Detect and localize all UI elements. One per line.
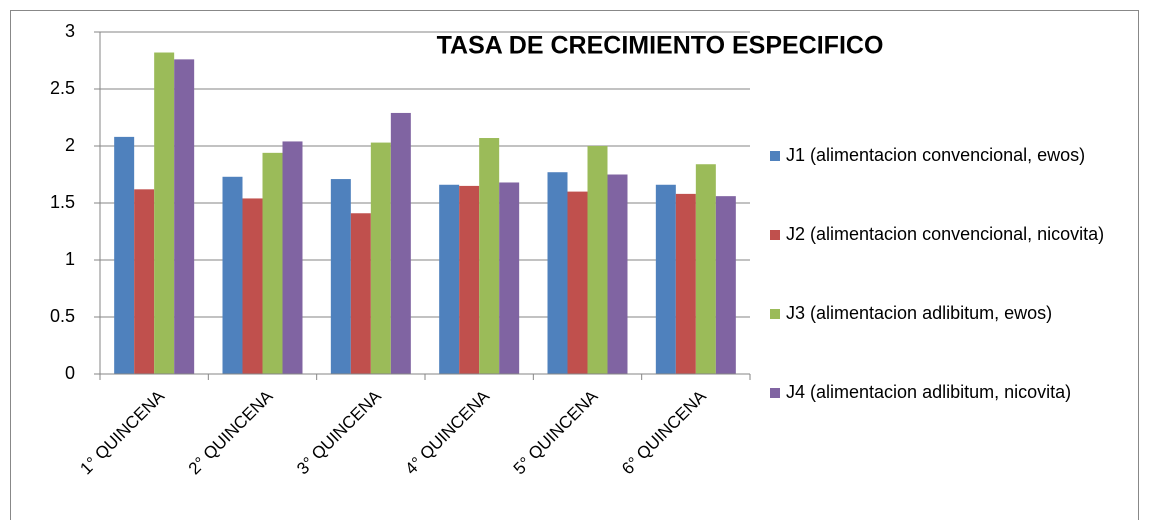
legend-label: J2 (alimentacion convencional, nicovita)	[786, 224, 1105, 244]
bar	[479, 138, 500, 374]
legend-label: J4 (alimentacion adlibitum, nicovita)	[786, 382, 1072, 402]
y-tick-label: 3	[65, 21, 75, 41]
bar	[459, 185, 480, 374]
legend-entry: J1 (alimentacion convencional, ewos)	[770, 142, 1108, 169]
bar	[587, 146, 608, 374]
bar	[715, 196, 736, 374]
bar	[330, 179, 351, 374]
legend-entry: J2 (alimentacion convencional, nicovita)	[770, 221, 1108, 248]
y-tick-label: 1.5	[50, 192, 75, 212]
legend-label: J1 (alimentacion convencional, ewos)	[786, 145, 1086, 165]
x-tick-label: 6° QUINCENA	[618, 386, 710, 478]
legend-swatch	[770, 151, 780, 161]
chart-border	[10, 10, 1139, 520]
bar	[439, 184, 460, 374]
bar	[350, 213, 371, 374]
x-tick-label: 3° QUINCENA	[293, 386, 385, 478]
bar	[675, 193, 696, 374]
x-tick-label: 4° QUINCENA	[401, 386, 493, 478]
legend-swatch	[770, 230, 780, 240]
legend-swatch	[770, 388, 780, 398]
x-tick-label: 5° QUINCENA	[510, 386, 602, 478]
y-tick-label: 0	[65, 363, 75, 383]
bar	[567, 191, 588, 374]
bar	[134, 189, 155, 374]
bar	[547, 172, 568, 374]
x-tick-label: 1° QUINCENA	[76, 386, 168, 478]
bar	[390, 112, 411, 374]
bar	[282, 141, 303, 374]
bar	[370, 142, 391, 374]
bar	[114, 136, 135, 374]
bar	[655, 184, 676, 374]
y-tick-label: 2.5	[50, 78, 75, 98]
bar	[695, 164, 716, 374]
bar	[154, 52, 175, 375]
x-tick-label: 2° QUINCENA	[185, 386, 277, 478]
bar	[242, 198, 263, 374]
chart-title: TASA DE CRECIMIENTO ESPECIFICO	[437, 32, 884, 60]
y-tick-label: 1	[65, 249, 75, 269]
bar	[174, 59, 195, 375]
y-tick-label: 0.5	[50, 306, 75, 326]
legend-entry: J4 (alimentacion adlibitum, nicovita)	[770, 379, 1108, 406]
bar	[222, 176, 243, 374]
legend-entry: J3 (alimentacion adlibitum, ewos)	[770, 300, 1108, 327]
y-tick-label: 2	[65, 135, 75, 155]
legend-swatch	[770, 309, 780, 319]
bar	[607, 174, 628, 374]
bar	[262, 152, 283, 374]
bar	[499, 182, 520, 374]
legend-label: J3 (alimentacion adlibitum, ewos)	[786, 303, 1053, 323]
